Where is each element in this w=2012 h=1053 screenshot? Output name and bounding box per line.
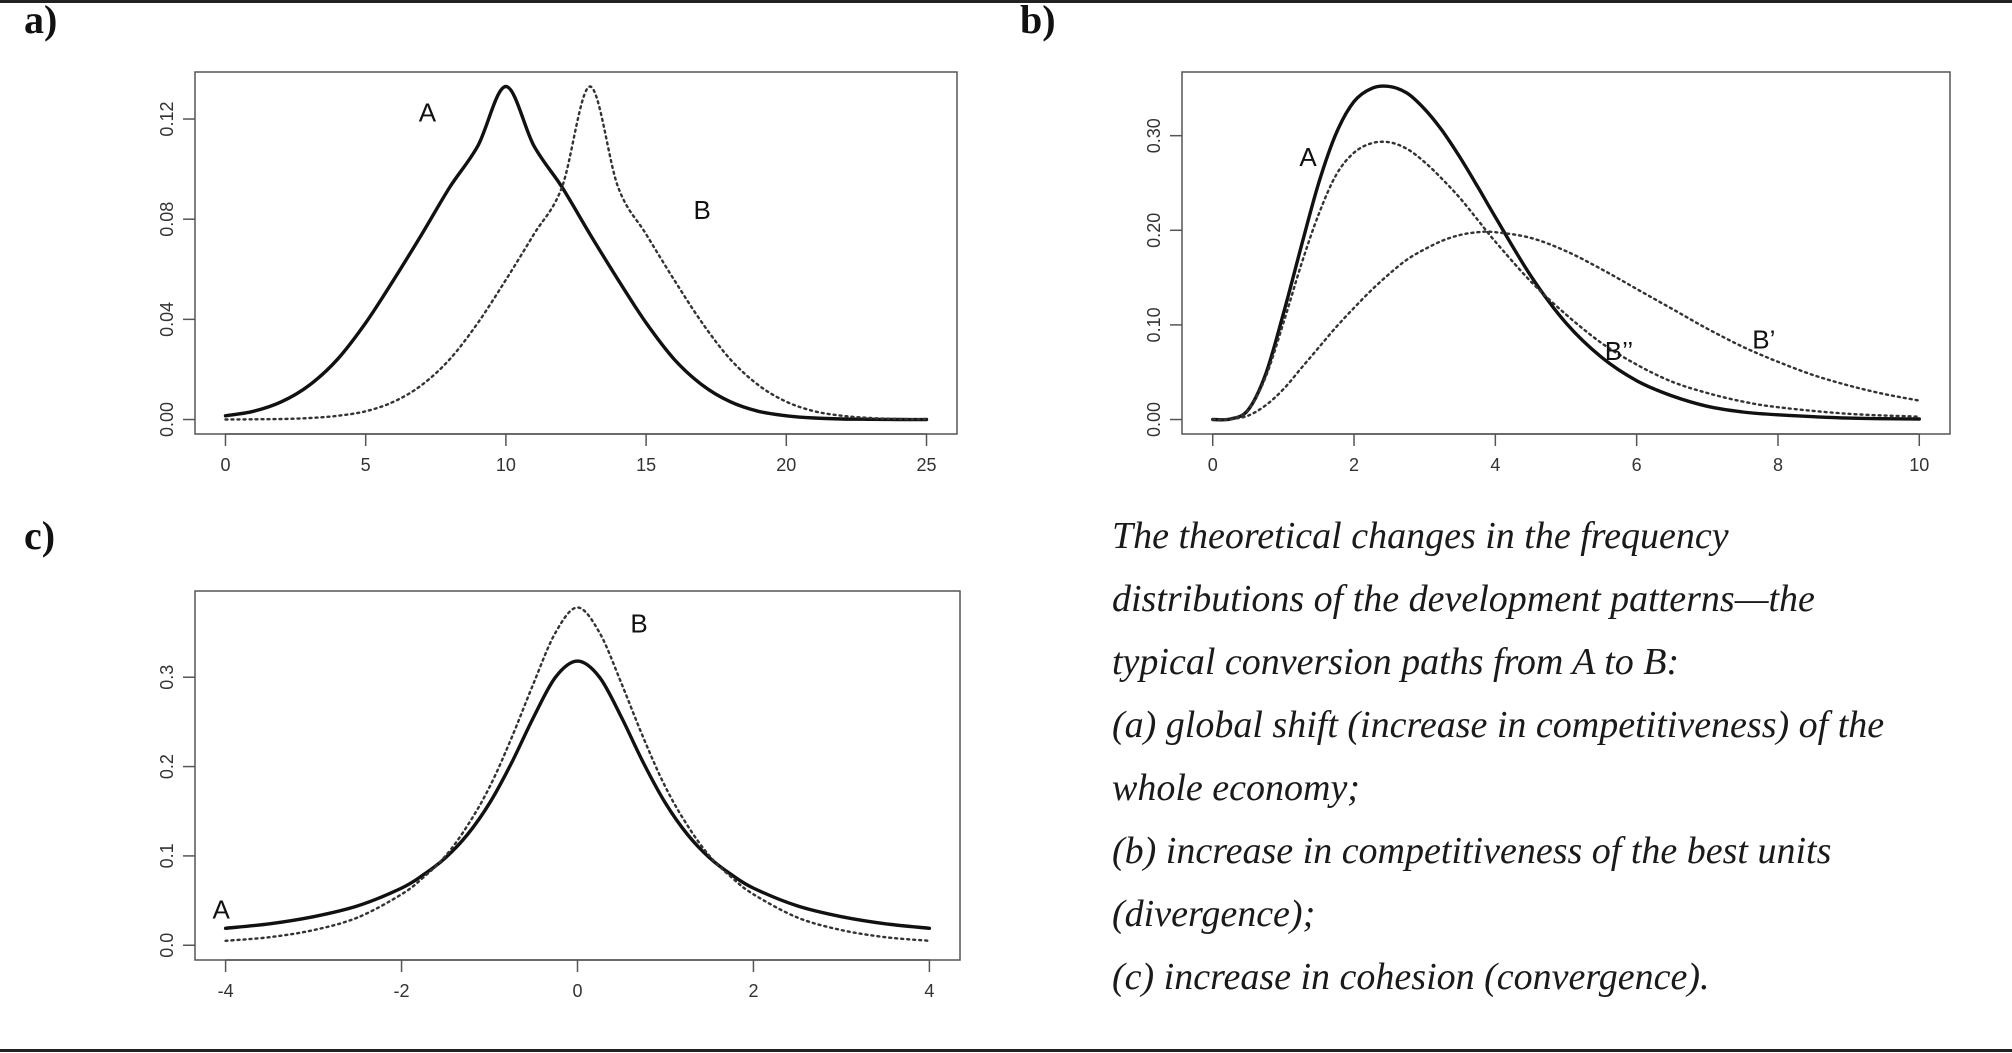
y-tick-label: 0.00 (1144, 402, 1164, 437)
top-rule (0, 0, 2012, 3)
y-tick-label: 0.20 (1144, 213, 1164, 248)
curve-label: B’’ (1605, 336, 1633, 366)
y-tick-label: 0.10 (1144, 307, 1164, 342)
series-line (223, 659, 932, 930)
figure-caption: The theoretical changes in the frequency… (1112, 505, 1992, 1009)
curve-label: B (694, 195, 711, 225)
y-tick-label: 0.00 (157, 402, 177, 437)
y-tick-label: 0.1 (157, 843, 177, 868)
caption-line: The theoretical changes in the frequency (1112, 515, 1729, 557)
panel-label-b: b) (1020, 0, 1056, 42)
series-line (223, 84, 929, 422)
x-tick-label: 0 (220, 455, 230, 475)
bottom-rule (0, 1049, 2012, 1052)
series-line (1211, 230, 1921, 421)
x-tick-label: 25 (917, 455, 937, 475)
x-tick-label: 0 (572, 981, 582, 1001)
x-tick-label: 0 (1208, 455, 1218, 475)
series-line (224, 85, 928, 421)
x-tick-label: 5 (361, 455, 371, 475)
y-tick-label: 0.08 (157, 202, 177, 237)
caption-line: distributions of the development pattern… (1112, 578, 1815, 620)
x-tick-label: -2 (394, 981, 410, 1001)
curve-label: B’ (1752, 325, 1775, 355)
caption-line: (b) increase in competitiveness of the b… (1112, 830, 1832, 872)
x-tick-label: 4 (1490, 455, 1500, 475)
y-tick-label: 0.2 (157, 754, 177, 779)
caption-line: (c) increase in cohesion (convergence). (1112, 956, 1710, 998)
x-tick-label: 2 (1349, 455, 1359, 475)
curve-label: A (1299, 142, 1317, 172)
x-tick-label: 10 (496, 455, 516, 475)
y-tick-label: 0.0 (157, 933, 177, 958)
chart-group: 0 5 10 15 20 25 0.00 0.04 0.08 0.12 A B (157, 71, 958, 475)
y-tick-label: 0.12 (157, 102, 177, 137)
plot-frame (194, 590, 961, 961)
x-tick-label: 2 (748, 981, 758, 1001)
chart-group: 0 2 4 6 8 10 0.00 0.10 0.20 0.30 A B’’ B’ (1144, 71, 1951, 475)
caption-line: (divergence); (1112, 893, 1316, 935)
series-line (224, 606, 931, 942)
x-tick-label: 10 (1909, 455, 1929, 475)
caption-line: (a) global shift (increase in competitiv… (1112, 704, 1885, 746)
series-line (1211, 84, 1921, 422)
x-tick-label: 6 (1632, 455, 1642, 475)
caption-line: typical conversion paths from A to B: (1112, 641, 1680, 683)
plot-frame (1181, 71, 1951, 435)
y-tick-label: 0.04 (157, 302, 177, 337)
chart-group: -4 -2 0 2 4 0.0 0.1 0.2 0.3 A B (157, 590, 961, 1001)
caption-line: whole economy; (1112, 767, 1360, 809)
y-tick-label: 0.3 (157, 665, 177, 690)
x-tick-label: 8 (1773, 455, 1783, 475)
panel-label-c: c) (24, 513, 56, 558)
x-tick-label: -4 (218, 981, 234, 1001)
series-line (1211, 140, 1921, 422)
x-tick-label: 15 (636, 455, 656, 475)
curve-label: B (630, 609, 647, 639)
x-tick-label: 4 (924, 981, 934, 1001)
y-tick-label: 0.30 (1144, 118, 1164, 153)
panel-label-a: a) (24, 0, 58, 42)
curve-label: A (419, 98, 437, 128)
x-tick-label: 20 (776, 455, 796, 475)
curve-label: A (213, 894, 231, 924)
